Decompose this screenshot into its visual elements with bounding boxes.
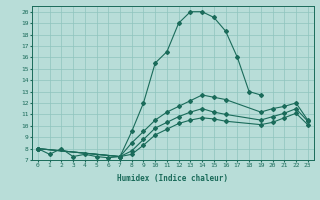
- X-axis label: Humidex (Indice chaleur): Humidex (Indice chaleur): [117, 174, 228, 183]
